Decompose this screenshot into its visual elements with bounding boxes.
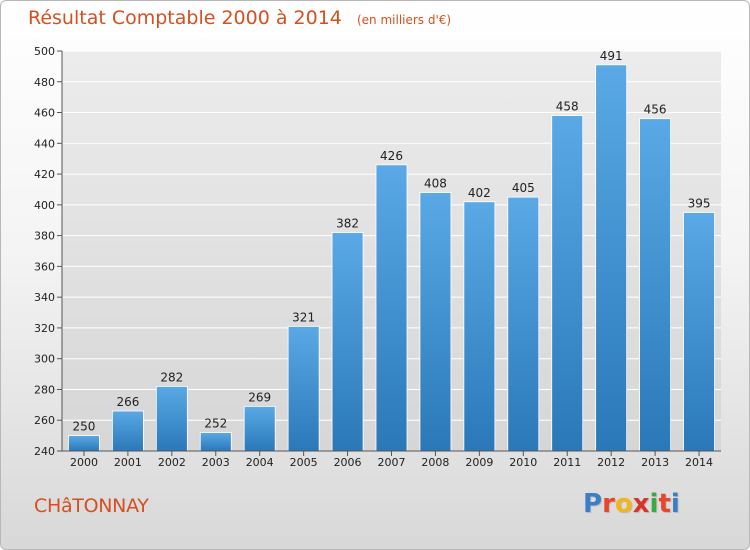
y-tick-label: 320	[34, 322, 55, 335]
brand-letter: i	[670, 489, 680, 519]
value-label-2002: 282	[160, 370, 183, 384]
brand-logo: Proxiti	[583, 489, 680, 519]
y-tick-label: 400	[34, 199, 55, 212]
bar-2003	[199, 432, 232, 452]
value-label-2008: 408	[424, 177, 447, 191]
brand-letter: i	[649, 489, 659, 519]
y-tick-label: 280	[34, 383, 55, 396]
value-label-2004: 269	[248, 390, 271, 404]
bar-2014	[683, 212, 715, 452]
value-label-2001: 266	[116, 395, 139, 409]
x-tick-label-2014: 2014	[685, 456, 713, 469]
bar-2001	[112, 410, 144, 452]
bar-2005	[287, 325, 320, 452]
x-tick-label-2009: 2009	[465, 456, 493, 469]
chart-subtitle: (en milliers d'€)	[356, 13, 452, 27]
x-tick-label-2011: 2011	[553, 456, 581, 469]
value-labels: 250 266 282 252 269 321 382 426 408 402 405 458 491 4…	[73, 49, 711, 434]
y-tick-label: 420	[34, 168, 55, 181]
value-label-2014: 395	[688, 197, 711, 211]
x-tick-label-2008: 2008	[421, 456, 449, 469]
bars-group	[68, 64, 715, 452]
x-tick-label-2001: 2001	[114, 456, 142, 469]
bar-2007	[375, 164, 408, 452]
bar-2000	[68, 435, 100, 452]
x-tick-label-2013: 2013	[641, 456, 669, 469]
x-tick-label-2005: 2005	[290, 456, 318, 469]
bar-2006	[331, 232, 364, 452]
bar-2011	[551, 115, 584, 452]
x-tick-label-2006: 2006	[334, 456, 362, 469]
x-tick-label-2012: 2012	[597, 456, 625, 469]
y-tick-label: 240	[34, 445, 55, 458]
brand-letter: o	[614, 489, 633, 519]
value-label-2010: 405	[512, 181, 535, 195]
x-tick-label-2007: 2007	[378, 456, 406, 469]
y-tick-label: 360	[34, 260, 55, 273]
bar-2012	[595, 64, 628, 452]
brand-letter: r	[602, 489, 615, 519]
chart-title: Résultat Comptable 2000 à 2014	[28, 7, 342, 29]
value-label-2007: 426	[380, 149, 403, 163]
value-label-2011: 458	[556, 100, 579, 114]
title-row: Résultat Comptable 2000 à 2014 (en milli…	[28, 7, 451, 29]
bar-2013	[639, 118, 671, 452]
value-label-2009: 402	[468, 186, 491, 200]
bar-2010	[507, 196, 540, 452]
value-label-2013: 456	[644, 103, 667, 117]
value-label-2003: 252	[204, 417, 227, 431]
x-tick-label-2004: 2004	[246, 456, 274, 469]
y-tick-label: 480	[34, 76, 55, 89]
y-tick-label: 260	[34, 414, 55, 427]
value-label-2005: 321	[292, 310, 315, 324]
y-tick-label: 500	[34, 45, 55, 58]
y-tick-label: 440	[34, 137, 55, 150]
bar-2002	[155, 385, 188, 452]
y-tick-label: 300	[34, 353, 55, 366]
x-tick-label-2003: 2003	[202, 456, 230, 469]
y-tick-label: 340	[34, 291, 55, 304]
bar-2009	[463, 201, 496, 452]
y-tick-label: 380	[34, 230, 55, 243]
x-tick-label-2002: 2002	[158, 456, 186, 469]
value-label-2012: 491	[600, 49, 623, 63]
x-tick-label-2010: 2010	[509, 456, 537, 469]
value-label-2000: 250	[73, 420, 96, 434]
city-name: CHâTONNAY	[34, 495, 149, 517]
axes: 240 260 280 300 320 340 360 380 400 420 440 460 480 5…	[34, 45, 721, 469]
value-label-2006: 382	[336, 217, 359, 231]
brand-letter: x	[632, 489, 650, 519]
brand-letter: t	[658, 489, 671, 519]
brand-letter: P	[583, 489, 603, 519]
bar-2008	[419, 192, 452, 452]
bar-2004	[243, 405, 276, 452]
y-tick-label: 460	[34, 107, 55, 120]
x-tick-label-2000: 2000	[70, 456, 98, 469]
